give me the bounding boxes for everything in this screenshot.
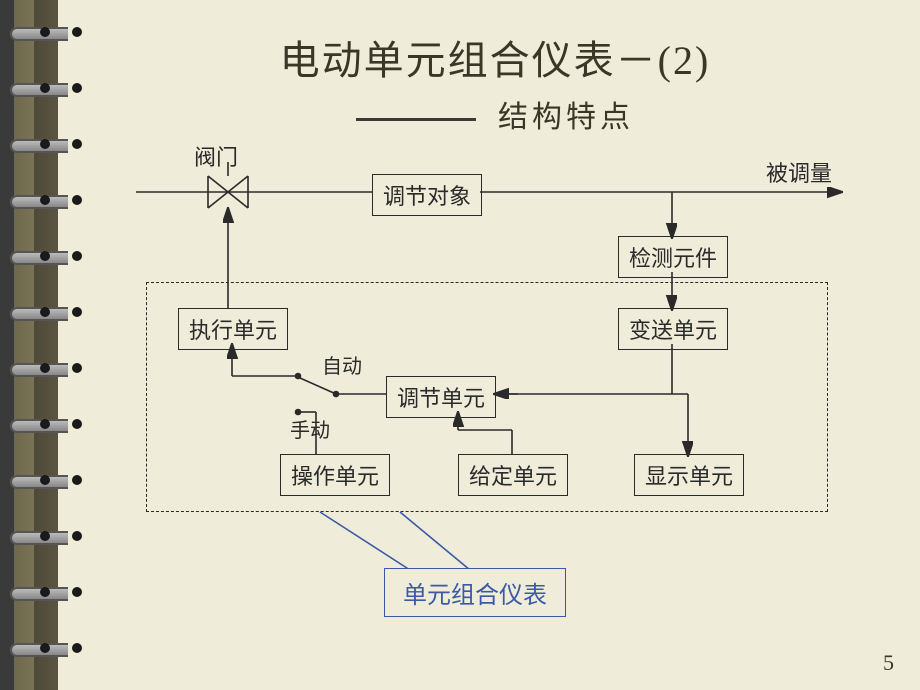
label-auto: 自动 bbox=[322, 350, 362, 379]
node-control-object: 调节对象 bbox=[372, 174, 482, 216]
node-regulator: 调节单元 bbox=[386, 376, 496, 418]
slide-page: 电动单元组合仪表－(2) 结构特点 bbox=[0, 0, 920, 690]
flowchart: 阀门 被调量 自动 手动 调节对象 检测元件 变送单元 执行单元 调节单元 操作… bbox=[100, 140, 900, 640]
node-display: 显示单元 bbox=[634, 454, 744, 496]
callout-unit-combo: 单元组合仪表 bbox=[384, 568, 566, 617]
node-sensor: 检测元件 bbox=[618, 236, 728, 278]
node-transmitter: 变送单元 bbox=[618, 308, 728, 350]
node-operator: 操作单元 bbox=[280, 454, 390, 496]
subtitle-text: 结构特点 bbox=[498, 92, 634, 136]
label-output: 被调量 bbox=[766, 156, 832, 188]
subtitle-row: 结构特点 bbox=[100, 92, 890, 136]
notebook-spine bbox=[0, 0, 90, 690]
node-actuator: 执行单元 bbox=[178, 308, 288, 350]
page-title: 电动单元组合仪表－(2) bbox=[100, 28, 890, 86]
page-number: 5 bbox=[883, 650, 894, 676]
label-valve: 阀门 bbox=[194, 140, 238, 172]
node-setpoint: 给定单元 bbox=[458, 454, 568, 496]
subtitle-dash bbox=[356, 118, 476, 121]
label-manual: 手动 bbox=[290, 414, 330, 443]
